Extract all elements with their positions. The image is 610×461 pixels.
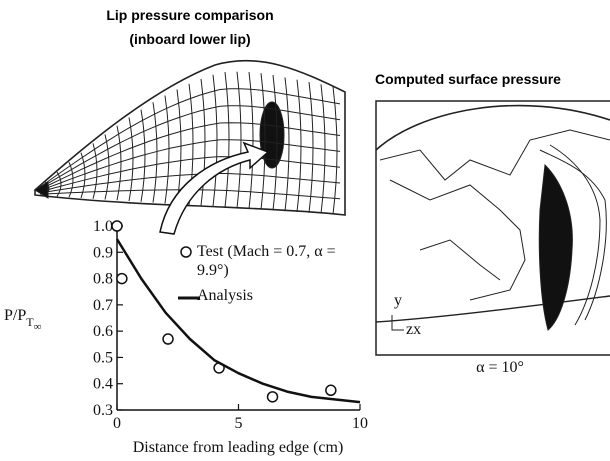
y-tick-label: 0.9 <box>93 244 113 261</box>
test-point <box>112 221 122 231</box>
test-point <box>117 274 127 284</box>
contour <box>390 180 525 300</box>
y-tick-label: 0.5 <box>93 349 113 366</box>
y-axis-label-sub: ∞ <box>34 321 42 333</box>
chart: 1.0 0.9 0.8 0.7 0.6 0.5 0.4 0.30 5 10 Test (Mach =… <box>93 218 368 432</box>
x-tick-label: 0 <box>113 415 121 432</box>
legend-entry-box: Analysis <box>197 286 352 330</box>
panel-caption: α = 10° <box>476 359 524 376</box>
chart-subtitle: (inboard lower lip) <box>129 31 250 47</box>
axis-label: y <box>394 292 402 309</box>
axis-glyph <box>392 315 404 330</box>
x-tick-label: 5 <box>235 415 243 432</box>
surface-edge <box>376 296 610 322</box>
y-axis-label-main: P/P <box>4 307 26 324</box>
x-axis-label: Distance from leading edge (cm) <box>133 439 344 456</box>
legend-entry: Test (Mach = 0.7, α = 9.9°) <box>197 242 352 280</box>
legend-entry: Analysis <box>197 286 352 305</box>
contour-panel <box>376 101 610 355</box>
y-tick-label: 0.3 <box>93 402 113 419</box>
y-tick-label: 1.0 <box>93 218 113 235</box>
test-point <box>268 392 278 402</box>
x-tick-label: 10 <box>352 415 368 432</box>
surface-edge <box>376 106 610 150</box>
contour <box>420 240 500 280</box>
legend-entry-box: Test (Mach = 0.7, α = 9.9°) <box>197 242 352 286</box>
y-tick-label: 0.4 <box>93 376 113 393</box>
y-axis-label: P/PT∞ <box>4 307 42 333</box>
contour <box>380 130 610 180</box>
y-tick-label: 0.8 <box>93 271 113 288</box>
chart-title: Lip pressure comparison <box>106 7 273 23</box>
test-point <box>163 334 173 344</box>
y-tick-label: 0.6 <box>93 323 113 340</box>
legend-marker <box>181 247 191 257</box>
y-tick-label: 0.7 <box>93 297 113 314</box>
lip-region <box>539 165 572 330</box>
panel-title: Computed surface pressure <box>375 71 561 87</box>
axis-label: zx <box>406 321 421 338</box>
panel-frame <box>376 101 610 355</box>
test-point <box>326 385 336 395</box>
lip-region <box>260 102 284 168</box>
figure: Lip pressure comparison (inboard lower l… <box>0 0 610 461</box>
